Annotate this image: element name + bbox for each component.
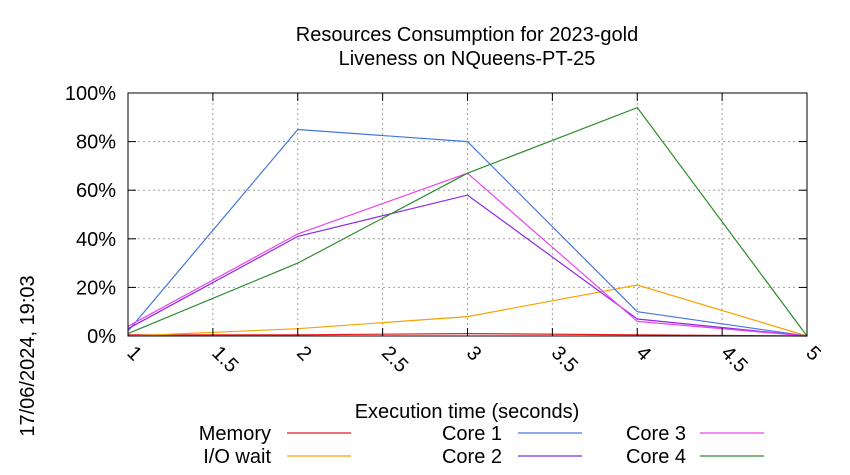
legend-label: Core 4: [626, 446, 686, 468]
y-tick-label: 0%: [87, 326, 116, 348]
x-tick-label: 5: [801, 342, 824, 365]
x-axis-label: Execution time (seconds): [355, 401, 580, 423]
chart-title-line1: Resources Consumption for 2023-gold: [296, 24, 638, 46]
series-line-core-1: [127, 128, 808, 337]
legend-label: Core 1: [442, 423, 502, 445]
x-tick-label: 2: [292, 342, 315, 365]
grid: [128, 93, 807, 336]
series-line-core-2: [127, 194, 808, 337]
legend-label: Memory: [199, 423, 271, 445]
y-tick-label: 80%: [76, 132, 116, 154]
x-tick-label: 4.5: [717, 342, 752, 377]
x-tick-label: 2.5: [377, 342, 412, 377]
legend-label: Core 2: [442, 446, 502, 468]
chart-title-line2: Liveness on NQueens-PT-25: [339, 48, 596, 70]
y-tick-label: 20%: [76, 277, 116, 299]
x-tick-label: 4: [632, 342, 655, 365]
timestamp-label: 17/06/2024, 19:03: [17, 275, 39, 436]
legend-label: Core 3: [626, 423, 686, 445]
y-tick-label: 40%: [76, 229, 116, 251]
x-tick-label: 1.5: [207, 342, 242, 377]
x-tick-label: 3: [462, 342, 485, 365]
legend-label: I/O wait: [203, 446, 271, 468]
y-tick-label: 100%: [65, 83, 116, 105]
axis-ticks: 0% 20% 40% 60% 80% 100% 1 1.5 2 2.5 3 3.5 4 4.5 5: [65, 83, 825, 377]
x-tick-label: 3.5: [547, 342, 582, 377]
series-line-i-o-wait: [127, 284, 808, 337]
y-tick-label: 60%: [76, 180, 116, 202]
x-tick-label: 1: [122, 342, 145, 365]
series-line-core-4: [127, 106, 808, 337]
